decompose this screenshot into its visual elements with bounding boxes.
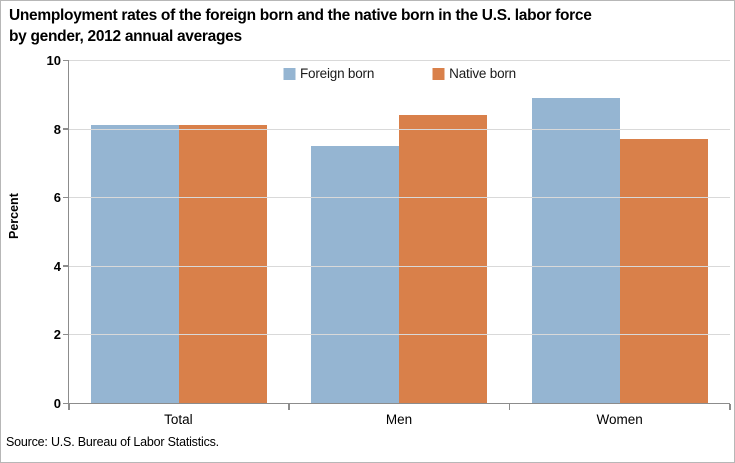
x-tick-mark-1	[288, 404, 290, 410]
y-tick-mark-0	[63, 402, 69, 404]
bar-groups	[69, 60, 730, 403]
y-tick-mark-10	[63, 59, 69, 61]
bar-foreign-born-women	[531, 97, 620, 403]
bar-group-men	[289, 60, 509, 403]
x-tick-mark-3	[729, 404, 731, 410]
bar-group-total	[69, 60, 289, 403]
gridline-y-4	[69, 265, 730, 267]
y-tick-label-6: 6	[53, 190, 61, 206]
bar-foreign-born-men	[311, 145, 400, 403]
x-label-women: Women	[596, 412, 643, 427]
y-tick-label-2: 2	[53, 327, 61, 343]
y-tick-mark-6	[63, 196, 69, 199]
gridline-y-2	[69, 334, 730, 336]
plot-area: Foreign born Native born 0 2 4 6 8 10	[47, 53, 731, 411]
gridline-y-6	[69, 197, 730, 199]
legend-item-foreign-born: Foreign born	[283, 66, 374, 81]
y-tick-mark-4	[63, 265, 69, 267]
bar-native-born-total	[179, 125, 268, 403]
legend-swatch-icon	[283, 67, 295, 80]
source-note: Source: U.S. Bureau of Labor Statistics.	[6, 435, 219, 449]
gridline-y-8	[69, 128, 730, 130]
bar-native-born-women	[619, 138, 708, 403]
x-axis-labels: Total Men Women	[68, 412, 730, 427]
y-tick-mark-8	[63, 128, 69, 130]
legend-label: Native born	[449, 66, 516, 81]
chart-title: Unemployment rates of the foreign born a…	[9, 7, 592, 45]
x-label-men: Men	[385, 412, 413, 427]
x-tick-mark-0	[68, 404, 70, 410]
x-label-total: Total	[164, 412, 193, 427]
legend: Foreign born Native born	[283, 66, 516, 81]
x-tick-mark-2	[508, 404, 511, 410]
bar-group-women	[510, 60, 730, 403]
legend-label: Foreign born	[300, 66, 375, 81]
y-tick-label-10: 10	[46, 53, 61, 68]
bar-foreign-born-total	[91, 125, 180, 403]
gridline-y-10	[69, 60, 730, 61]
y-tick-label-0: 0	[53, 396, 61, 411]
legend-item-native-born: Native born	[432, 66, 516, 81]
y-tick-mark-2	[63, 333, 69, 336]
bar-native-born-men	[399, 114, 488, 403]
y-axis-title: Percent	[7, 193, 21, 239]
y-tick-label-4: 4	[53, 258, 61, 274]
y-tick-label-8: 8	[53, 121, 61, 137]
legend-swatch-icon	[432, 67, 445, 80]
